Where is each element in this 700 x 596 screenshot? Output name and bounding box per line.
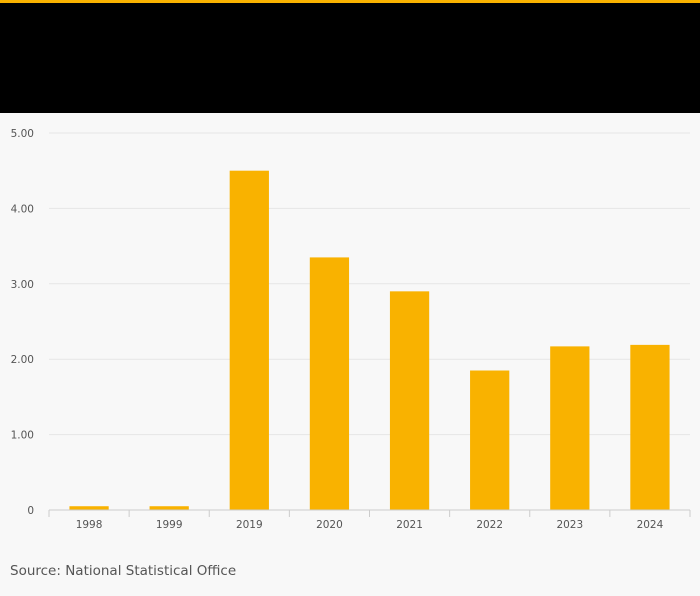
- chart-area: 0 1.00 2.00 3.00 4.00 5.00 1998 1999 2019 2020 20…: [0, 113, 700, 553]
- bar: [550, 346, 590, 510]
- y-tick-label: 2.00: [11, 354, 34, 366]
- y-axis-ticks: 0 1.00 2.00 3.00 4.00 5.00: [11, 128, 34, 517]
- x-axis: 1998 1999 2019 2020 2021 2022 2023 2024: [48, 509, 691, 531]
- y-tick-label: 3.00: [11, 279, 34, 291]
- bar: [630, 344, 670, 510]
- y-tick-label: 4.00: [11, 203, 34, 215]
- bar: [470, 370, 510, 510]
- x-tick-label: 1998: [76, 519, 103, 531]
- x-tick-label: 2020: [316, 519, 343, 531]
- y-tick-label: 5.00: [11, 128, 34, 140]
- gridlines: [49, 132, 690, 436]
- x-tick-label: 2019: [236, 519, 263, 531]
- bar: [389, 291, 430, 510]
- bar: [149, 506, 189, 510]
- x-tick-label: 2022: [476, 519, 503, 531]
- bar: [69, 506, 109, 510]
- y-tick-label: 0: [27, 505, 34, 517]
- bar-chart: 0 1.00 2.00 3.00 4.00 5.00 1998 1999 2019 2020 20…: [11, 128, 691, 531]
- bar: [309, 257, 350, 510]
- x-tick-label: 1999: [156, 519, 183, 531]
- x-tick-label: 2024: [637, 519, 664, 531]
- header-band: [0, 3, 700, 113]
- x-tick-label: 2023: [556, 519, 583, 531]
- x-tick-label: 2021: [396, 519, 423, 531]
- bar: [229, 170, 269, 510]
- source-note: Source: National Statistical Office: [10, 563, 237, 579]
- accent-bar: [0, 0, 700, 3]
- y-tick-label: 1.00: [11, 430, 34, 442]
- bars: [69, 170, 670, 510]
